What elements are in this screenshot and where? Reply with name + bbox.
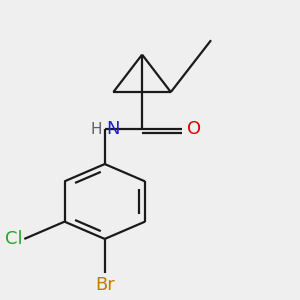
- Text: N: N: [106, 121, 120, 139]
- Text: Br: Br: [95, 276, 115, 294]
- Text: Cl: Cl: [5, 230, 23, 248]
- Text: H: H: [90, 122, 102, 137]
- Text: O: O: [187, 121, 201, 139]
